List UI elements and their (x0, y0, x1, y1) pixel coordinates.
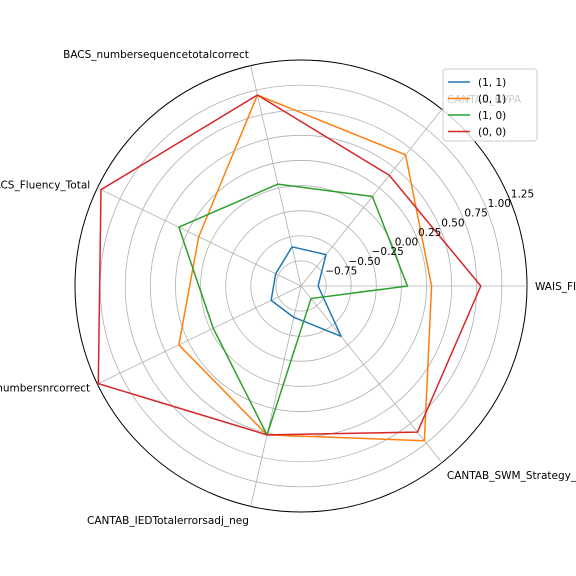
legend-box (442, 68, 538, 142)
legend-label: (1, 0) (478, 110, 506, 122)
radial-tick-label: 1.25 (511, 189, 534, 201)
series-layer (97, 94, 482, 442)
series-line (270, 246, 342, 338)
axis-label: BACS_numbersequencetotalcorrect (63, 49, 249, 61)
radial-tick-label: 1.00 (488, 198, 511, 210)
axis-label: BACS_Fluency_Total (0, 179, 90, 191)
legend-label: (0, 0) (478, 127, 506, 139)
radial-tick-label: −0.25 (372, 246, 404, 258)
angular-gridline (300, 109, 443, 287)
radial-tick-label: 0.25 (418, 227, 441, 239)
legend-label: (1, 1) (478, 77, 506, 89)
angular-gridline (97, 285, 302, 385)
angular-gridline (250, 285, 302, 507)
series-line (178, 94, 433, 442)
radial-tick-label: −0.75 (325, 265, 357, 277)
legend-label: (0, 1) (478, 94, 506, 106)
axis-label: WAIS_FIQ (535, 281, 576, 293)
axis-label: BACS_Symbolnumbersnrcorrect (0, 383, 90, 395)
axis-label: CANTAB_IEDTotalerrorsadj_neg (87, 515, 249, 527)
legend: (1, 1) (0, 1) (1, 0) (0, 0) (442, 68, 538, 142)
angular-gridline (250, 65, 302, 287)
radial-tick-label: 0.00 (395, 237, 418, 249)
grid-layer (74, 59, 528, 513)
axis-label: CANTAB_SWM_Strategy_neg (447, 470, 576, 482)
radial-tick-label: −0.50 (348, 256, 380, 268)
angular-gridline (300, 285, 443, 463)
radial-tick-label: 0.50 (441, 217, 464, 229)
series-line (97, 94, 482, 436)
series-line (178, 183, 409, 436)
radial-tick-label: 0.75 (464, 208, 487, 220)
